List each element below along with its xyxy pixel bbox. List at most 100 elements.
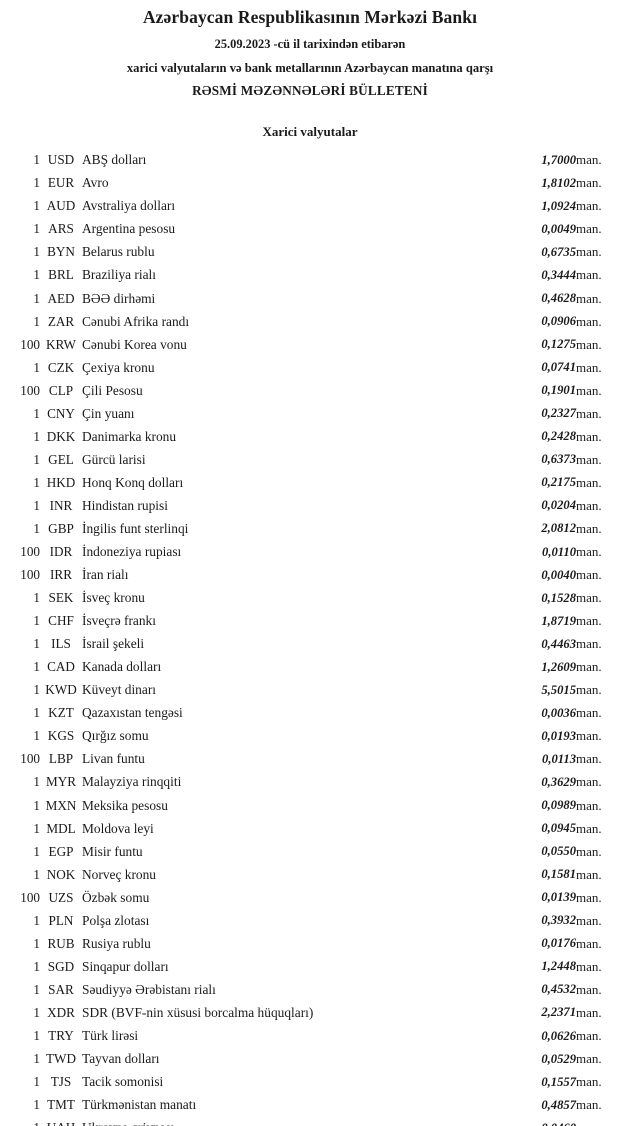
rate-row: 1 KGS Qırğız somu 0,0193 man.	[0, 725, 620, 748]
rate-row-currency-unit: man.	[576, 1074, 602, 1090]
rate-row: 1 EUR Avro 1,8102 man.	[0, 172, 620, 195]
rate-row-name: Argentina pesosu	[82, 221, 176, 237]
rate-row-code: RUB	[47, 935, 75, 951]
rate-row-value: 0,6373	[541, 452, 576, 467]
rate-row-units: 1	[33, 1004, 40, 1020]
rate-row-name: Cənubi Korea vonu	[82, 336, 187, 352]
bulletin-title: RƏSMİ MƏZƏNNƏLƏRİ BÜLLETENİ	[192, 82, 428, 98]
rate-row-currency-unit: man.	[576, 336, 602, 352]
rate-row-units: 1	[33, 152, 40, 168]
rate-row-currency-unit: man.	[576, 544, 602, 560]
rate-row: 1 USD ABŞ dolları 1,7000 man.	[0, 149, 620, 172]
rate-row-units: 1	[33, 244, 40, 260]
rate-row-currency-unit: man.	[576, 728, 602, 744]
rate-row-name: ABŞ dolları	[82, 152, 147, 168]
rate-row: 100 CLP Çili Pesosu 0,1901 man.	[0, 379, 620, 402]
rate-row: 1 PLN Polşa zlotası 0,3932 man.	[0, 909, 620, 932]
rate-row-name: Rusiya rublu	[82, 935, 151, 951]
rate-row-currency-unit: man.	[576, 958, 602, 974]
rate-row-value: 0,0550	[541, 844, 576, 859]
rate-row: 1 CNY Çin yuanı 0,2327 man.	[0, 402, 620, 425]
rate-row-name: Kanada dolları	[82, 659, 162, 675]
rate-row-units: 1	[33, 728, 40, 744]
rate-row-units: 1	[33, 1028, 40, 1043]
rate-row-code: UAH	[40, 1117, 82, 1126]
rate-row: 1 ILS İsrail şekeli 0,4463 man.	[0, 633, 620, 656]
effective-date: 25.09.2023 -cü il tarixindən etibarən	[214, 36, 406, 51]
rate-row: 100 IDR İndoneziya rupiası 0,0110 man.	[0, 541, 620, 564]
rate-row-currency-unit: man.	[576, 705, 602, 721]
rate-row-value: 2,2371	[541, 1005, 576, 1020]
rate-row: 1 DKK Danimarka kronu 0,2428 man.	[0, 425, 620, 448]
rate-row-code: TMT	[47, 1097, 75, 1113]
rate-row-currency-unit: man.	[576, 267, 602, 283]
rate-row-name: Danimarka kronu	[82, 428, 177, 444]
rate-row-name: Türkmənistan manatı	[82, 1097, 197, 1113]
rate-row-currency-unit: man.	[576, 175, 602, 191]
rate-row-code: MXN	[45, 797, 77, 813]
rate-row-value: 0,2428	[541, 429, 576, 444]
rate-row-value: 0,1901	[541, 383, 576, 398]
rate-row-currency-unit: man.	[576, 290, 602, 306]
rate-row-code: HKD	[46, 474, 76, 490]
rate-row-code: EUR	[47, 175, 75, 191]
rate-row-currency-unit: man.	[576, 1051, 602, 1067]
rate-row-name: Ukrayna qrivnası	[82, 1117, 506, 1126]
document-header: Azərbaycan Respublikasının Mərkəzi Bankı…	[0, 0, 620, 99]
rate-row-code: ZAR	[47, 313, 75, 329]
rate-row-name: İsveç kronu	[82, 590, 145, 606]
rate-row-name: İngilis funt sterlinqi	[82, 520, 189, 536]
rate-row-name: İsrail şekeli	[82, 636, 145, 652]
rate-row-units: 1	[33, 451, 40, 467]
rate-row-currency-unit: man.	[576, 613, 602, 629]
rate-row-code: KWD	[45, 682, 77, 698]
rate-row-currency-unit: man.	[576, 221, 602, 237]
rate-row-value: 0,4532	[541, 982, 576, 997]
rate-row: 1 BRL Braziliya rialı 0,3444 man.	[0, 264, 620, 287]
rate-row-units: 1	[33, 497, 40, 513]
rate-row: 1 ARS Argentina pesosu 0,0049 man.	[0, 218, 620, 241]
rate-row-value: 0,0193	[541, 728, 576, 743]
rate-row-units: 1	[33, 590, 40, 606]
rate-row-units: 1	[33, 359, 40, 375]
rate-row-value: 0,6735	[541, 244, 576, 259]
rate-row-name: Çexiya kronu	[82, 359, 155, 375]
rate-row: 1 XDR SDR (BVF-nin xüsusi borcalma hüquqla…	[0, 1001, 620, 1024]
rate-row-value: 0,1557	[541, 1074, 576, 1089]
rate-row: 1 EGP Misir funtu 0,0550 man.	[0, 840, 620, 863]
rate-row-value: 0,3444	[541, 267, 576, 282]
rate-row-code: CHF	[48, 613, 74, 629]
rate-row-code: KRW	[45, 336, 77, 352]
rate-row-currency-unit: man.	[576, 244, 602, 260]
rate-row-code: GEL	[48, 451, 74, 467]
rate-row-name: Türk lirəsi	[82, 1028, 139, 1043]
rate-row: 1 MDL Moldova leyi 0,0945 man.	[0, 817, 620, 840]
rate-row-code: SGD	[47, 958, 75, 974]
rate-row-name: SDR (BVF-nin xüsusi borcalma hüquqları)	[82, 1004, 314, 1020]
rate-row-code: GBP	[48, 520, 74, 536]
rate-row-value: 0,0989	[541, 798, 576, 813]
rate-row-code: PLN	[48, 912, 74, 928]
rate-row-value: 0,0110	[542, 544, 576, 559]
rate-row: 1 CHF İsveçrə frankı 1,8719 man.	[0, 610, 620, 633]
rate-row: 1 BYN Belarus rublu 0,6735 man.	[0, 241, 620, 264]
rate-row-value: 0,0036	[541, 705, 576, 720]
rate-row-units: 1	[33, 474, 40, 490]
rate-row-units: 1	[33, 175, 40, 191]
rate-row-value: 5,5015	[541, 682, 576, 697]
rate-row-value: 0,4857	[541, 1097, 576, 1112]
rate-row-units: 1	[33, 405, 40, 421]
rate-row-currency-unit: man.	[576, 843, 602, 859]
rate-row-units: 1	[33, 820, 40, 836]
rate-row-units: 1	[33, 797, 40, 813]
rate-row-currency-unit: man.	[576, 497, 602, 513]
rate-row-value: 0,0113	[542, 751, 576, 766]
rate-row-code: AED	[47, 290, 75, 306]
rate-row: 1 RUB Rusiya rublu 0,0176 man.	[0, 932, 620, 955]
rate-row-value: 0,0040	[541, 567, 576, 582]
rate-row-units: 100	[20, 336, 40, 352]
rate-row: 1 GEL Gürcü larisi 0,6373 man.	[0, 448, 620, 471]
rate-row-name: Özbək somu	[82, 889, 150, 905]
rate-row-units: 100	[20, 382, 40, 398]
rate-row-currency-unit: man.	[576, 1117, 620, 1126]
